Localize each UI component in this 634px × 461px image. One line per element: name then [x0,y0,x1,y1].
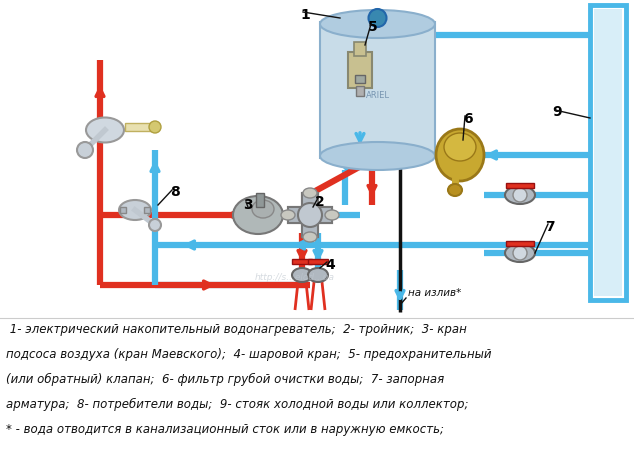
Text: 4: 4 [325,258,335,272]
Text: 1: 1 [300,8,310,22]
Circle shape [149,121,161,133]
Ellipse shape [325,210,339,220]
Bar [356,86,364,96]
Ellipse shape [308,268,328,282]
Circle shape [513,188,527,202]
Bar [594,9,622,296]
Ellipse shape [436,129,484,181]
Text: 3: 3 [243,198,252,212]
Ellipse shape [505,244,535,262]
Ellipse shape [303,232,317,242]
Bar [506,183,534,188]
Ellipse shape [86,118,124,142]
Bar [320,22,435,158]
Bar [288,207,332,223]
Text: ARIEL: ARIEL [365,90,389,100]
Text: 7: 7 [545,220,555,234]
Text: * - вода отводится в канализационный сток или в наружную емкость;: * - вода отводится в канализационный сто… [6,423,444,436]
Bar [288,207,332,223]
Ellipse shape [252,200,274,218]
Bar [355,75,365,83]
Bar [120,207,126,213]
Bar [302,193,318,237]
Text: 6: 6 [463,112,472,126]
Bar [292,259,312,264]
Ellipse shape [448,184,462,196]
Ellipse shape [119,200,151,220]
Text: http://s...elod...ua: http://s...elod...ua [255,273,335,282]
Text: (или обратный) клапан;  6- фильтр грубой очистки воды;  7- запорная: (или обратный) клапан; 6- фильтр грубой … [6,373,444,386]
Bar [308,259,328,264]
Bar [506,241,534,246]
Text: 1- электрический накопительный водонагреватель;  2- тройник;  3- кран: 1- электрический накопительный водонагре… [6,323,467,336]
Ellipse shape [233,196,283,234]
Ellipse shape [320,142,435,170]
Bar [348,52,372,88]
Bar [590,5,626,300]
Ellipse shape [505,186,535,204]
Bar [125,123,155,131]
Ellipse shape [303,188,317,198]
Circle shape [149,219,161,231]
Bar [144,207,150,213]
Bar [302,193,318,237]
Ellipse shape [320,10,435,38]
Circle shape [298,203,322,227]
Bar [354,42,366,56]
Text: подсоса воздуха (кран Маевского);  4- шаровой кран;  5- предохранительный: подсоса воздуха (кран Маевского); 4- шар… [6,348,491,361]
Ellipse shape [292,268,312,282]
Text: 9: 9 [552,105,562,119]
Text: 5: 5 [368,20,378,34]
Ellipse shape [444,133,476,161]
Text: на излив*: на излив* [408,288,462,298]
Circle shape [77,142,93,158]
Text: арматура;  8- потребители воды;  9- стояк холодной воды или коллектор;: арматура; 8- потребители воды; 9- стояк … [6,398,469,411]
Text: 8: 8 [170,185,180,199]
Circle shape [513,246,527,260]
Circle shape [368,9,387,27]
Ellipse shape [281,210,295,220]
Bar [256,193,264,207]
Text: 2: 2 [315,195,325,209]
